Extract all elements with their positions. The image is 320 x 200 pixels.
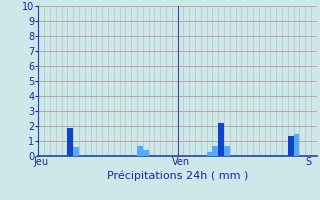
Bar (288, 136, 294, 156)
Bar (218, 123, 224, 156)
Bar (224, 146, 230, 156)
Bar (143, 150, 148, 156)
Bar (207, 152, 212, 156)
Bar (73, 147, 79, 156)
Bar (137, 146, 143, 156)
Bar (68, 128, 73, 156)
Bar (212, 146, 218, 156)
X-axis label: Précipitations 24h ( mm ): Précipitations 24h ( mm ) (107, 170, 248, 181)
Bar (294, 134, 300, 156)
